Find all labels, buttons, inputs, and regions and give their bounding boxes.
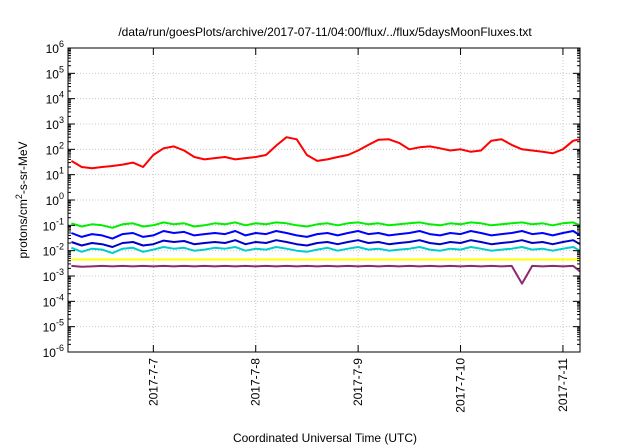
y-axis-label: protons/cm2-s-sr-MeV — [14, 141, 30, 258]
series-line-2 — [71, 230, 581, 240]
x-tick-label: 2017-7-9 — [351, 358, 365, 406]
y-tick-label: 10-4 — [43, 292, 64, 309]
x-tick-label: 2017-7-10 — [454, 358, 468, 413]
series-line-4 — [71, 246, 581, 255]
y-tick-label: 10-1 — [43, 216, 64, 233]
y-tick-label: 104 — [46, 90, 64, 107]
y-tick-label: 10-3 — [43, 267, 64, 284]
x-tick-label: 2017-7-11 — [556, 358, 570, 412]
y-tick-label: 10-2 — [43, 242, 64, 259]
y-tick-label: 105 — [46, 64, 64, 81]
x-tick-label: 2017-7-7 — [146, 358, 160, 406]
y-tick-label: 102 — [46, 140, 64, 157]
y-tick-label: 103 — [46, 115, 64, 132]
grid — [68, 48, 580, 352]
y-tick-label: 10-6 — [43, 343, 64, 360]
series-group — [70, 136, 581, 285]
y-tick-label: 101 — [46, 166, 64, 183]
y-tick-label: 106 — [46, 39, 64, 56]
x-axis-label: Coordinated Universal Time (UTC) — [233, 431, 417, 445]
series-line-3 — [71, 239, 581, 248]
x-axis: 2017-7-7 2017-7-8 2017-7-9 2017-7-10 2017-7-… — [146, 48, 570, 413]
y-tick-label: 100 — [46, 191, 64, 208]
series-line-0 — [70, 136, 581, 170]
y-tick-label: 10-5 — [43, 318, 64, 335]
y-axis: 106 105 104 103 102 101 100 10-1 10-2 10-3 10-4 10-… — [43, 39, 580, 360]
series-line-1 — [71, 221, 581, 229]
series-line-6 — [71, 264, 581, 285]
x-tick-label: 2017-7-8 — [249, 358, 263, 406]
chart-title: /data/run/goesPlots/archive/2017-07-11/0… — [118, 25, 532, 39]
